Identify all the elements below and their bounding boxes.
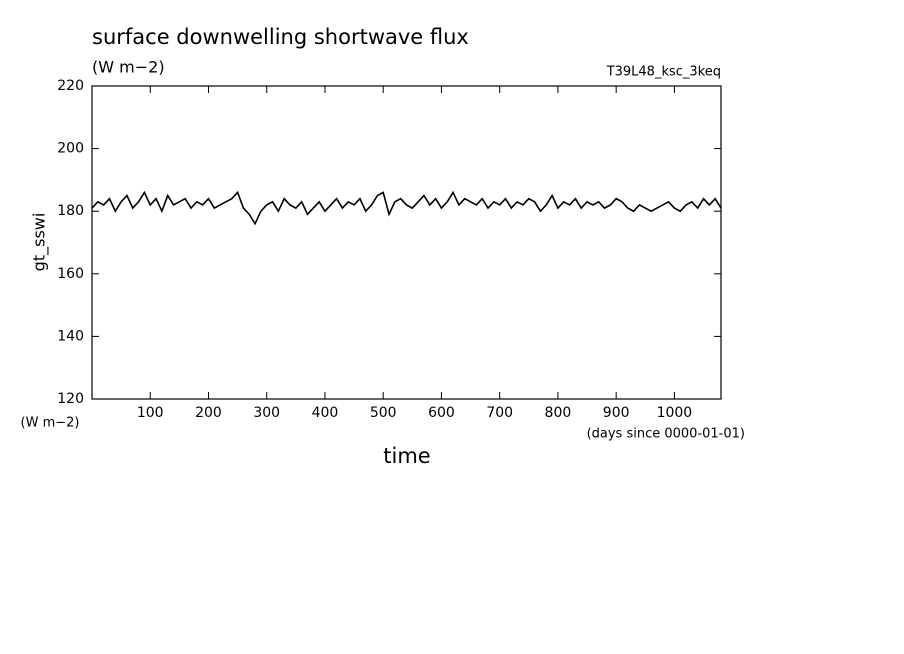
- x-tick-label: 400: [312, 405, 339, 421]
- x-tick-label: 800: [545, 405, 572, 421]
- data-line: [91, 190, 722, 226]
- y-axis-label: gt_sswi: [30, 213, 50, 272]
- x-axis-label: time: [383, 444, 430, 468]
- chart-subtitle: (W m−2): [92, 58, 165, 77]
- annotation: T39L48_ksc_3keq: [606, 65, 721, 80]
- y-tick-label: 120: [57, 391, 84, 407]
- y-tick-label: 220: [57, 78, 84, 94]
- x-tick-label: 300: [253, 405, 280, 421]
- x-unit: (days since 0000-01-01): [587, 427, 745, 442]
- y-tick-label: 140: [57, 328, 84, 344]
- x-tick-label: 700: [486, 405, 513, 421]
- y-tick-label: 180: [57, 203, 84, 219]
- x-tick-label: 500: [370, 405, 397, 421]
- x-tick-label: 600: [428, 405, 455, 421]
- y-tick-label: 200: [57, 141, 84, 157]
- chart-title: surface downwelling shortwave flux: [92, 25, 469, 49]
- x-tick-label: 900: [603, 405, 630, 421]
- plot-frame: [91, 85, 722, 400]
- x-tick-label: 200: [195, 405, 222, 421]
- y-unit: (W m−2): [21, 416, 80, 431]
- y-tick-label: 160: [57, 266, 84, 282]
- x-tick-label: 1000: [657, 405, 693, 421]
- x-tick-label: 100: [137, 405, 164, 421]
